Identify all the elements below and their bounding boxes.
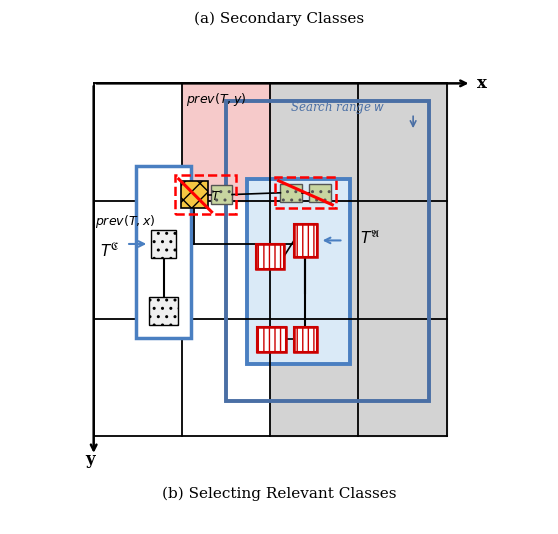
Text: x: x [477,75,487,92]
Bar [294,327,317,352]
Text: Search range $w$: Search range $w$ [290,99,385,116]
Text: $T^{\mathfrak{C}}$: $T^{\mathfrak{C}}$ [100,242,119,260]
Bar [182,83,270,201]
Text: y: y [85,451,95,468]
Bar [136,166,191,337]
Bar [281,184,302,202]
Bar [257,244,284,269]
Bar [275,177,336,208]
Bar [257,327,286,352]
Bar [294,224,317,257]
Bar [257,244,284,269]
Text: (b) Selecting Relevant Classes: (b) Selecting Relevant Classes [162,487,396,501]
Bar [247,179,350,364]
Bar [175,176,236,214]
Text: $\mathit{prev}(T,x)$: $\mathit{prev}(T,x)$ [95,213,156,230]
Text: (a) Secondary Classes: (a) Secondary Classes [194,12,364,26]
Bar [294,327,317,352]
Bar [151,230,176,258]
Bar [211,185,232,204]
Bar [309,184,330,202]
Text: $T$: $T$ [211,190,221,203]
Text: $\mathit{prev}(T,y)$: $\mathit{prev}(T,y)$ [186,91,247,108]
Text: $T^{\mathfrak{A}}$: $T^{\mathfrak{A}}$ [360,230,381,247]
Bar [181,181,208,208]
Bar [294,224,317,257]
Bar [270,83,446,436]
Bar [257,327,286,352]
Bar [150,297,177,325]
Bar [94,83,270,436]
Bar [226,101,429,401]
